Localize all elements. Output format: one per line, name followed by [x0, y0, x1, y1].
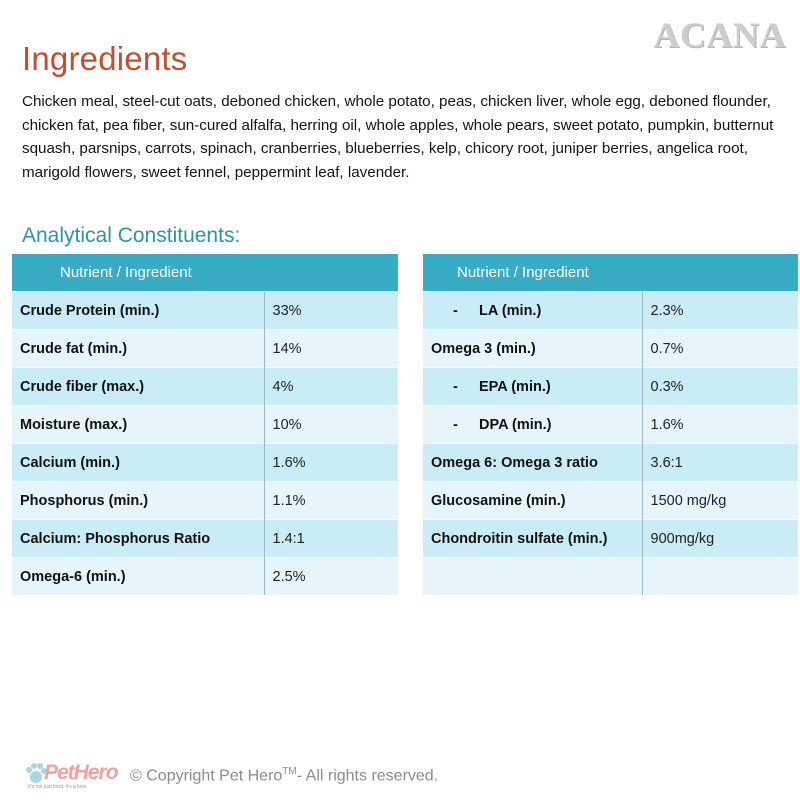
table-row: Moisture (max.) 10%: [12, 405, 398, 444]
nutrient-name-text: LA (min.): [479, 302, 542, 319]
copyright-prefix: © Copyright Pet Hero: [130, 767, 283, 785]
pet-hero-logo-text: PetHero: [44, 761, 119, 784]
table-row: Crude fat (min.) 14%: [12, 329, 398, 368]
table-row: [423, 557, 798, 595]
table-row: Crude fiber (max.) 4%: [12, 367, 398, 406]
nutrient-value: 1.4:1: [263, 519, 398, 558]
table-row: - LA (min.) 2.3%: [423, 291, 798, 330]
analytical-constituents-heading: Analytical Constituents:: [22, 224, 241, 247]
copyright-suffix: - All rights reserved.: [296, 767, 439, 785]
table-row: Omega-6 (min.) 2.5%: [12, 557, 398, 595]
pet-hero-tagline: It's not just food, it's a love: [28, 784, 87, 790]
sub-item-dash: -: [453, 302, 458, 319]
nutrient-name: Moisture (max.): [12, 405, 264, 444]
table-row: Phosphorus (min.) 1.1%: [12, 481, 398, 520]
sub-item-dash: -: [453, 378, 458, 395]
sub-item-dash: -: [453, 416, 458, 433]
nutrient-value: 3.6:1: [641, 443, 798, 482]
nutrient-name: [423, 557, 642, 595]
table-row: Omega 3 (min.) 0.7%: [423, 329, 798, 368]
footer: PetHero It's not just food, it's a love …: [24, 760, 438, 792]
nutrient-name: Glucosamine (min.): [423, 481, 642, 520]
nutrient-name: Calcium: Phosphorus Ratio: [12, 519, 264, 558]
nutrient-value: 10%: [263, 405, 398, 444]
nutrient-value: [641, 557, 798, 595]
nutrient-name: Crude fat (min.): [12, 329, 264, 368]
nutrient-value: 1.6%: [263, 443, 398, 482]
nutrient-name: - LA (min.): [423, 291, 642, 330]
nutrient-name: Omega 6: Omega 3 ratio: [423, 443, 642, 482]
table-header: Nutrient / Ingredient: [12, 254, 398, 292]
nutrient-name: Crude fiber (max.): [12, 367, 264, 406]
nutrient-name: Chondroitin sulfate (min.): [423, 519, 642, 558]
table-row: Chondroitin sulfate (min.) 900mg/kg: [423, 519, 798, 558]
nutrient-value: 0.7%: [641, 329, 798, 368]
nutrient-value: 1.6%: [641, 405, 798, 444]
table-header-row: Nutrient / Ingredient: [423, 254, 798, 292]
table-row: Omega 6: Omega 3 ratio 3.6:1: [423, 443, 798, 482]
nutrient-name: Omega 3 (min.): [423, 329, 642, 368]
nutrient-name: - EPA (min.): [423, 367, 642, 406]
table-row: Glucosamine (min.) 1500 mg/kg: [423, 481, 798, 520]
table-header: Nutrient / Ingredient: [423, 254, 798, 292]
nutrient-value: 33%: [263, 291, 398, 330]
nutrient-value: 2.5%: [263, 557, 398, 595]
nutrient-name: Calcium (min.): [12, 443, 264, 482]
table-row: Crude Protein (min.) 33%: [12, 291, 398, 330]
nutrient-value: 2.3%: [641, 291, 798, 330]
nutrient-value: 14%: [263, 329, 398, 368]
table-header-row: Nutrient / Ingredient: [12, 254, 398, 292]
nutrient-name: Omega-6 (min.): [12, 557, 264, 595]
nutrient-value: 0.3%: [641, 367, 798, 406]
nutrient-name-text: DPA (min.): [479, 416, 552, 433]
nutrient-value: 900mg/kg: [641, 519, 798, 558]
table-row: - EPA (min.) 0.3%: [423, 367, 798, 406]
nutrient-value: 1500 mg/kg: [641, 481, 798, 520]
nutrient-name: Phosphorus (min.): [12, 481, 264, 520]
trademark-mark: TM: [282, 766, 297, 778]
nutrient-table-right: Nutrient / Ingredient - LA (min.) 2.3% Om…: [423, 254, 798, 595]
pet-hero-logo: PetHero It's not just food, it's a love: [24, 760, 120, 792]
table-row: Calcium (min.) 1.6%: [12, 443, 398, 482]
copyright-notice: © Copyright Pet HeroTM- All rights reser…: [130, 766, 438, 785]
table-row: - DPA (min.) 1.6%: [423, 405, 798, 444]
nutrient-value: 1.1%: [263, 481, 398, 520]
table-row: Calcium: Phosphorus Ratio 1.4:1: [12, 519, 398, 558]
brand-logo: ACANA: [653, 15, 786, 55]
nutrient-value: 4%: [263, 367, 398, 406]
page-title: Ingredients: [22, 40, 188, 77]
ingredients-list: Chicken meal, steel-cut oats, deboned ch…: [22, 93, 774, 181]
paw-icon: [26, 763, 47, 783]
nutrient-name-text: EPA (min.): [479, 378, 551, 395]
nutrient-name: - DPA (min.): [423, 405, 642, 444]
nutrient-name: Crude Protein (min.): [12, 291, 264, 330]
nutrient-table-left: Nutrient / Ingredient Crude Protein (min…: [12, 254, 398, 595]
